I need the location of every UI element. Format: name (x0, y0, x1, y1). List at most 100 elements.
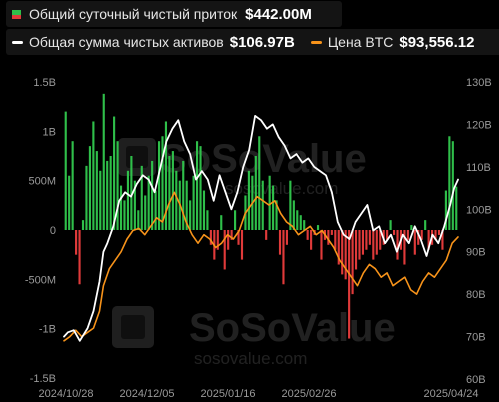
btc-price-line (63, 191, 459, 342)
inflow-bar (223, 230, 226, 270)
inflow-bar (202, 190, 206, 230)
net-assets-line (63, 115, 459, 342)
legend-inflow-value: $442.00M (245, 5, 312, 23)
inflow-bar (116, 141, 119, 230)
inflow-bar (227, 230, 230, 250)
y-left-tick-label: -1.5B (30, 373, 56, 385)
inflow-bar (337, 230, 340, 265)
inflow-bar (406, 230, 409, 240)
inflow-bar (392, 230, 396, 235)
watermark-url-lower: sosovalue.com (194, 349, 307, 368)
inflow-bar (154, 190, 157, 230)
inflow-bar (144, 195, 147, 230)
assets-swatch-icon (12, 40, 23, 44)
watermark-brand-lower: SoSoValue (189, 306, 396, 350)
x-tick-label: 2024/12/05 (119, 388, 174, 400)
inflow-bar (365, 230, 368, 250)
inflow-bar (275, 200, 278, 230)
inflow-bar (268, 175, 271, 230)
inflow-bar (216, 230, 219, 250)
inflow-bar (220, 215, 223, 230)
inflow-bar (424, 220, 427, 230)
inflow-bar (354, 230, 358, 270)
inflow-bar (265, 230, 268, 240)
inflow-bar (75, 230, 78, 255)
y-right-tick-label: 60B (466, 374, 486, 386)
legend-assets-value: $106.97B (229, 33, 295, 51)
inflow-bar (379, 230, 382, 250)
inflow-bar (106, 160, 109, 230)
inflow-bar (272, 185, 275, 230)
inflow-bar (240, 230, 244, 260)
inflow-bar (189, 200, 192, 230)
watermark-url-upper: sosovalue.com (225, 179, 338, 198)
legend-assets-label: Общая сумма чистых активов (29, 34, 224, 50)
inflow-bar (372, 230, 375, 260)
inflow-bar (368, 230, 371, 245)
inflow-bar (247, 170, 250, 230)
y-right-tick-label: 110B (466, 162, 491, 174)
inflow-bar (410, 225, 413, 230)
y-left-tick-label: 1B (43, 126, 56, 138)
legend-assets-btc: Общая сумма чистых активов $106.97B Цена… (6, 29, 499, 55)
inflow-bars (64, 93, 458, 339)
inflow-bar (389, 220, 392, 230)
inflow-bar (133, 180, 136, 230)
inflow-bar (289, 180, 292, 230)
inflow-bar (209, 230, 212, 245)
y-left-tick-label: -1B (39, 324, 56, 336)
inflow-bar (344, 230, 347, 280)
inflow-bar (195, 141, 199, 230)
inflow-bar (182, 160, 185, 230)
inflow-bar (455, 186, 458, 230)
inflow-bar (88, 146, 91, 230)
inflow-bar (230, 230, 233, 240)
inflow-bar (151, 160, 154, 230)
x-tick-label: 2025/02/26 (281, 388, 336, 400)
inflow-bar (258, 136, 261, 230)
btc-swatch-icon (310, 40, 322, 44)
inflow-bar (92, 121, 95, 230)
inflow-bar (119, 185, 123, 230)
inflow-bar (161, 136, 164, 230)
axis-ticks: 1.5B 1B 500M 0 -500M -1B -1.5B 130B 120B 110B 100B… (25, 77, 492, 400)
inflow-bar (330, 230, 333, 235)
inflow-bar (303, 220, 306, 230)
inflow-bar (140, 165, 143, 230)
inflow-bar (327, 230, 330, 245)
y-left-tick-label: -500M (25, 274, 56, 286)
inflow-bar (85, 165, 88, 230)
inflow-bar (68, 175, 71, 230)
inflow-bar (109, 156, 112, 230)
inflow-bar (278, 230, 282, 255)
y-right-tick-label: 130B (466, 77, 492, 89)
inflow-bar (206, 210, 209, 230)
inflow-bar (361, 230, 365, 255)
inflow-bar (130, 156, 133, 230)
inflow-bar (185, 180, 188, 230)
inflow-bar (341, 230, 344, 275)
y-right-tick-label: 120B (466, 119, 492, 131)
inflow-bar (403, 230, 406, 265)
inflow-bar (358, 230, 361, 260)
inflow-bar (451, 141, 454, 230)
inflow-bar (292, 200, 295, 230)
series-lines (63, 115, 459, 342)
y-left-tick-label: 1.5B (33, 77, 56, 89)
inflow-bar (306, 230, 309, 240)
legend-btc-label: Цена BTC (327, 34, 394, 50)
inflow-bar (175, 170, 178, 230)
inflow-swatch-icon (12, 9, 21, 19)
inflow-bar (375, 230, 378, 255)
inflow-bar (147, 175, 150, 230)
inflow-bar (320, 230, 323, 260)
inflow-bar (351, 230, 354, 295)
inflow-bar (164, 121, 168, 230)
y-right-tick-label: 90B (466, 247, 486, 259)
inflow-bar (95, 151, 98, 230)
inflow-bar (413, 230, 416, 255)
sosovalue-logo-icon (118, 138, 156, 176)
inflow-bar (113, 116, 116, 230)
inflow-bar (234, 210, 237, 230)
y-left-tick-label: 500M (28, 176, 56, 188)
